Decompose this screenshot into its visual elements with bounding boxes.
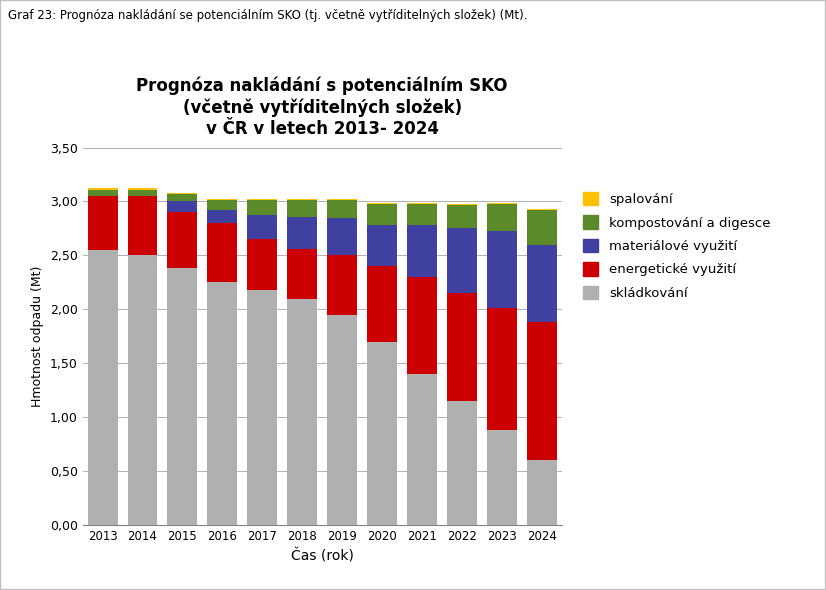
Bar <box>447 401 477 525</box>
Bar <box>207 283 237 525</box>
Bar <box>407 202 437 204</box>
Bar <box>287 217 317 249</box>
Bar <box>207 223 237 283</box>
Bar <box>407 225 437 277</box>
Bar <box>527 245 557 322</box>
Bar <box>168 201 197 212</box>
Bar <box>287 201 317 217</box>
Bar <box>487 204 517 231</box>
Bar <box>88 196 117 250</box>
Bar <box>407 204 437 225</box>
Bar <box>327 314 357 525</box>
Bar <box>327 218 357 255</box>
Bar <box>527 322 557 460</box>
Bar <box>447 204 477 205</box>
Bar <box>168 193 197 194</box>
Bar <box>487 308 517 430</box>
Bar <box>327 255 357 314</box>
Bar <box>287 249 317 299</box>
Bar <box>207 201 237 210</box>
Bar <box>127 188 158 189</box>
Bar <box>367 225 397 266</box>
Bar <box>487 231 517 308</box>
Bar <box>447 228 477 293</box>
Bar <box>407 374 437 525</box>
Bar <box>168 212 197 268</box>
Bar <box>127 189 158 196</box>
Bar <box>447 293 477 401</box>
X-axis label: Čas (rok): Čas (rok) <box>291 549 354 563</box>
Bar <box>447 205 477 228</box>
Bar <box>367 266 397 342</box>
Bar <box>287 199 317 201</box>
Bar <box>88 188 117 189</box>
Bar <box>527 460 557 525</box>
Y-axis label: Hmotnost odpadu (Mt): Hmotnost odpadu (Mt) <box>31 266 44 407</box>
Bar <box>367 342 397 525</box>
Bar <box>88 250 117 525</box>
Bar <box>487 202 517 204</box>
Bar <box>247 215 278 239</box>
Bar <box>527 209 557 210</box>
Bar <box>127 196 158 255</box>
Bar <box>327 201 357 218</box>
Bar <box>487 430 517 525</box>
Bar <box>207 199 237 201</box>
Bar <box>327 199 357 201</box>
Title: Prognóza nakládání s potenciálním SKO
(včetně vytříditelných složek)
v ČR v lete: Prognóza nakládání s potenciálním SKO (v… <box>136 77 508 137</box>
Bar <box>527 210 557 245</box>
Bar <box>168 268 197 525</box>
Bar <box>247 201 278 215</box>
Text: Graf 23: Prognóza nakládání se potenciálním SKO (tj. včetně vytříditelných slože: Graf 23: Prognóza nakládání se potenciál… <box>8 9 528 22</box>
Bar <box>207 210 237 223</box>
Bar <box>407 277 437 374</box>
Bar <box>287 299 317 525</box>
Bar <box>247 199 278 201</box>
Bar <box>247 239 278 290</box>
Bar <box>168 194 197 201</box>
Bar <box>127 255 158 525</box>
Bar <box>88 189 117 196</box>
Legend: spalování, kompostování a digesce, materiálové využití, energetické využití, skl: spalování, kompostování a digesce, mater… <box>582 192 771 300</box>
Bar <box>247 290 278 525</box>
Bar <box>367 202 397 204</box>
Bar <box>367 204 397 225</box>
